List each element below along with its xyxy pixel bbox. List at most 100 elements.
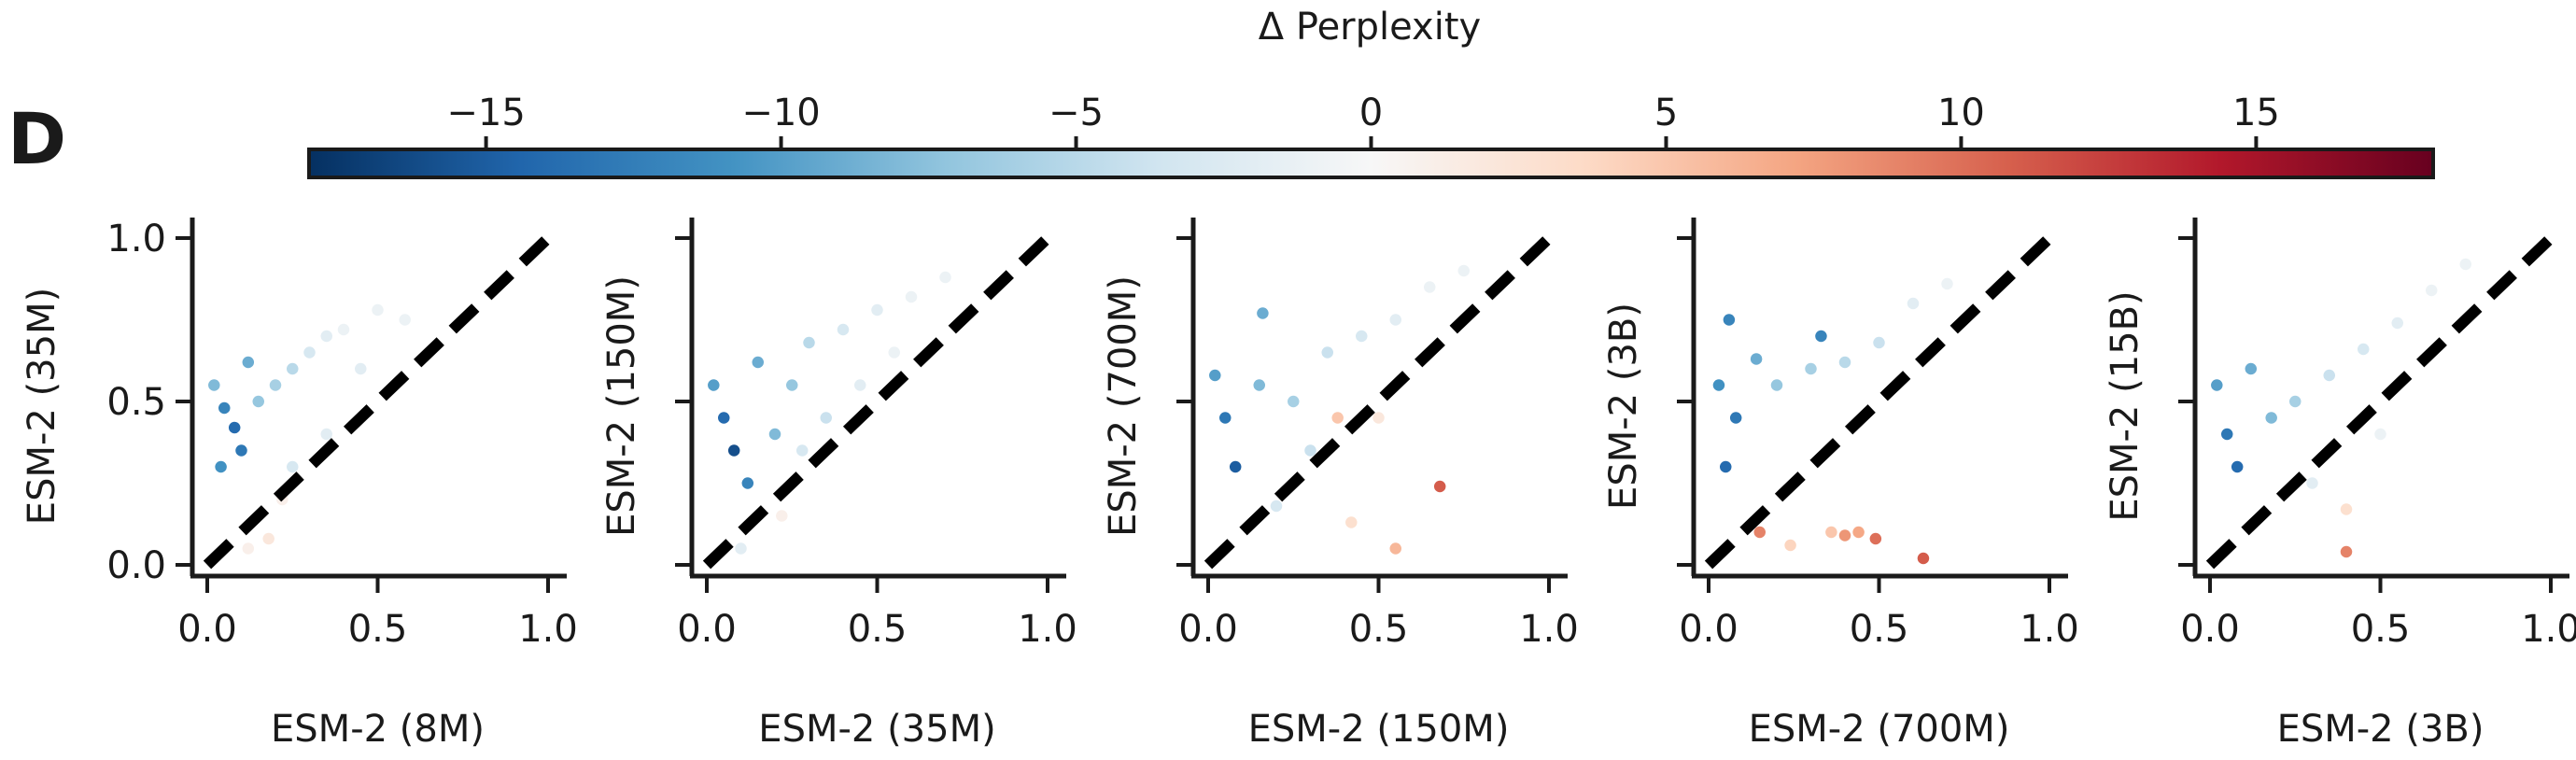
scatter-point <box>1823 525 1839 540</box>
x-axis-label: ESM-2 (3B) <box>2277 708 2485 751</box>
scatter-panel: 0.0 0.5 1.0 ESM-2 (35M) ESM-2 (150M) <box>600 218 1077 751</box>
scatter-point <box>2356 342 2371 357</box>
diagonal-line <box>1704 233 2054 570</box>
scatter-point <box>795 443 809 458</box>
x-tick-label: 0.5 <box>348 608 408 651</box>
scatter-point <box>1906 296 1921 311</box>
scatter-point <box>268 377 283 393</box>
panel-label: D <box>7 97 66 180</box>
scatter-panel: 0.0 0.5 1.0 ESM-2 (3B) ESM-2 (15B) <box>2104 218 2576 751</box>
scatter-point <box>1218 410 1232 426</box>
colorbar-label: Δ Perplexity <box>1259 6 1481 49</box>
x-axis-label: ESM-2 (150M) <box>1248 708 1510 751</box>
colorbar-tick-label: −5 <box>1049 91 1104 134</box>
scatter-point <box>1868 531 1883 546</box>
colorbar-tick-label: −10 <box>741 91 820 134</box>
scatter-point <box>1252 377 1267 393</box>
y-tick-label: 0.5 <box>106 381 166 424</box>
scatter-point <box>706 377 722 393</box>
diagonal-line <box>203 233 553 570</box>
scatter-point <box>801 335 817 350</box>
scatter-point <box>2304 475 2320 491</box>
scatter-point <box>2339 544 2354 559</box>
y-axis-label: ESM-2 (700M) <box>1102 275 1145 537</box>
x-tick-label: 1.0 <box>518 608 578 651</box>
scatter-point <box>887 345 902 360</box>
scatter-point <box>1255 305 1271 321</box>
scatter-point <box>251 394 266 409</box>
x-tick-label: 0.0 <box>177 608 237 651</box>
scatter-point <box>1782 538 1798 553</box>
x-tick-label: 1.0 <box>2521 608 2576 651</box>
x-axis-label: ESM-2 (700M) <box>1749 708 2010 751</box>
scatter-point <box>716 410 731 426</box>
scatter-point <box>904 289 919 304</box>
x-tick-label: 0.0 <box>1178 608 1238 651</box>
scatter-point <box>241 541 256 556</box>
scatter-point <box>1803 361 1819 376</box>
scatter-point <box>819 410 834 426</box>
scatter-point <box>784 377 799 393</box>
y-tick-label: 0.0 <box>106 544 166 587</box>
scatter-panel: 0.0 0.5 1.0 ESM-2 (150M) ESM-2 (700M) <box>1102 218 1579 751</box>
x-tick-label: 0.0 <box>1679 608 1738 651</box>
scatter-point <box>2287 394 2302 409</box>
scatter-point <box>1837 528 1852 543</box>
scatter-point <box>1722 312 1737 328</box>
scatter-panel: 0.0 0.5 1.0 ESM-2 (700M) ESM-2 (3B) <box>1602 218 2079 751</box>
scatter-point <box>2390 316 2405 331</box>
scatter-point <box>1228 459 1243 474</box>
scatter-point <box>836 322 851 337</box>
scatter-point <box>1916 551 1931 566</box>
scatter-panel: 0.0 0.5 1.0 0.0 0.5 1.0 ESM-2 (8M) ESM-2 (35M) <box>21 218 578 751</box>
scatter-point <box>260 531 276 546</box>
scatter-point <box>1711 377 1726 393</box>
scatter-point <box>1330 410 1345 426</box>
scatter-point <box>1388 312 1403 328</box>
scatter-point <box>1388 541 1403 556</box>
scatter-point <box>733 541 749 556</box>
scatter-point <box>241 355 256 370</box>
colorbar-tick-label: 15 <box>2232 91 2280 134</box>
scatter-point <box>767 427 782 442</box>
colorbar-tick-label: 10 <box>1937 91 1985 134</box>
x-tick-label: 0.5 <box>1850 608 1909 651</box>
x-tick-label: 0.0 <box>2180 608 2240 651</box>
diagonal-line <box>2205 233 2555 570</box>
scatter-point <box>852 377 867 393</box>
scatter-point <box>2230 459 2245 474</box>
scatter-point <box>1871 335 1887 350</box>
scatter-point <box>285 361 300 376</box>
x-tick-label: 0.5 <box>1349 608 1409 651</box>
scatter-point <box>2209 377 2225 393</box>
x-tick-label: 0.0 <box>677 608 737 651</box>
scatter-point <box>285 459 300 474</box>
scatter-point <box>1320 345 1335 360</box>
y-axis-label: ESM-2 (35M) <box>21 288 63 525</box>
scatter-point <box>1813 329 1829 344</box>
scatter-point <box>2263 410 2279 426</box>
x-tick-label: 1.0 <box>2020 608 2079 651</box>
x-axis-label: ESM-2 (8M) <box>271 708 485 751</box>
scatter-point <box>217 401 232 415</box>
diagonal-line <box>1204 233 1554 570</box>
x-axis-label: ESM-2 (35M) <box>758 708 995 751</box>
colorbar-gradient <box>307 148 2435 179</box>
y-axis-label: ESM-2 (3B) <box>1602 303 1645 510</box>
scatter-point <box>1344 514 1359 530</box>
scatter-point <box>319 427 334 442</box>
scatter-point <box>740 475 755 491</box>
scatter-point <box>774 508 790 524</box>
scatter-point <box>1302 443 1318 458</box>
colorbar-tick-label: 5 <box>1654 91 1678 134</box>
scatter-point <box>2424 283 2439 298</box>
scatter-point <box>2244 361 2259 376</box>
scatter-point <box>2322 368 2337 383</box>
scatter-point <box>397 312 413 328</box>
scatter-point <box>1753 525 1767 540</box>
scatter-point <box>1728 410 1743 426</box>
scatter-point <box>206 377 222 393</box>
scatter-point <box>1354 329 1369 344</box>
scatter-point <box>233 443 249 458</box>
